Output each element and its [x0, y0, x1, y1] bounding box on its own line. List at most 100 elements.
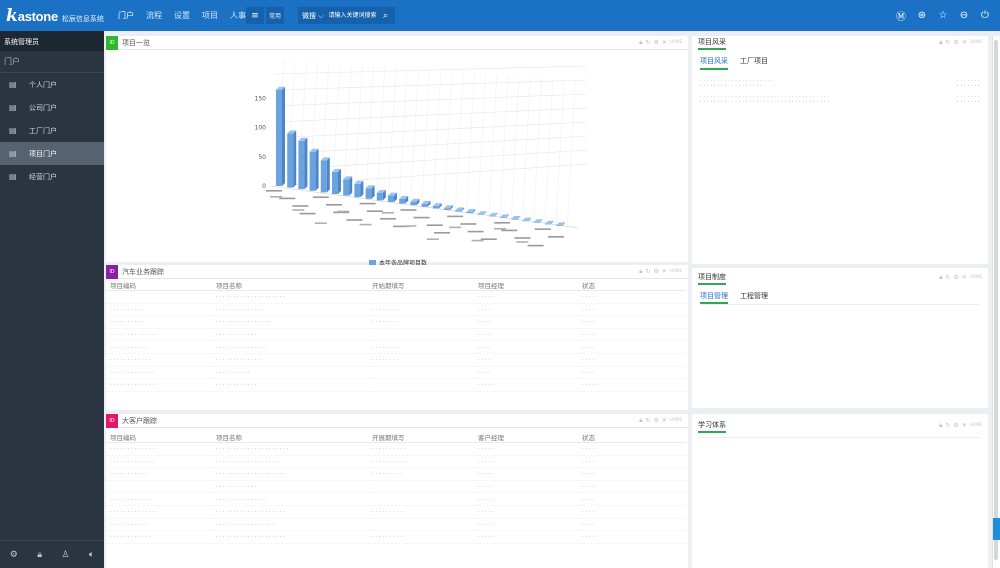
- close-icon[interactable]: ✕: [961, 39, 967, 46]
- common-button[interactable]: 常用: [266, 7, 284, 24]
- panel-tag: ID: [106, 413, 118, 428]
- table-row[interactable]: · · · · · · · · · · · · · · · · · · · · ·…: [106, 455, 686, 469]
- settings-icon[interactable]: ⚙: [653, 268, 659, 275]
- sidebar-item-company[interactable]: ▤ 公司门户: [0, 96, 104, 119]
- home-link[interactable]: HOME: [969, 274, 982, 279]
- column-header[interactable]: 项目编码: [106, 432, 212, 443]
- column-header[interactable]: 状态: [578, 280, 686, 291]
- side-float-tab[interactable]: [993, 518, 1000, 540]
- minus-icon[interactable]: ⊖: [959, 9, 969, 21]
- page-scrollbar-thumb[interactable]: [994, 40, 998, 560]
- settings-icon[interactable]: ⚙: [953, 422, 959, 429]
- tab-project-management[interactable]: 项目管理: [700, 291, 728, 304]
- list-item[interactable]: · · · · · · · · · · · · · · · · · · · · …: [700, 78, 980, 83]
- star-icon[interactable]: ☆: [938, 9, 948, 21]
- column-header[interactable]: 项目名称: [212, 280, 368, 291]
- settings-icon[interactable]: ⚙: [653, 39, 659, 46]
- nav-item-workflow[interactable]: 流程: [146, 11, 162, 20]
- refresh-icon[interactable]: ↻: [645, 268, 651, 275]
- search-icon[interactable]: ⌕: [383, 10, 389, 21]
- list-item[interactable]: · · · · · · · · · · · · · · · · · · · · …: [700, 99, 980, 104]
- close-icon[interactable]: ✕: [961, 422, 967, 429]
- table-row[interactable]: · · · · · · · · · · · · · · · · · · · · ·…: [106, 328, 686, 342]
- refresh-icon[interactable]: ↻: [945, 39, 951, 46]
- tab-engineering-management[interactable]: 工程管理: [740, 292, 768, 300]
- list-item[interactable]: · · · · · · · · · · · · · · · · · · · · …: [700, 94, 980, 99]
- help-icon[interactable]: ⊛: [917, 9, 927, 21]
- sound-icon[interactable]: 🔈︎: [88, 549, 95, 560]
- column-header[interactable]: 客户经理: [474, 432, 578, 443]
- close-icon[interactable]: ✕: [661, 39, 667, 46]
- table-row[interactable]: · · · · · · · · · · · · · · · · · · · · ·…: [106, 378, 686, 392]
- home-link[interactable]: HOME: [969, 39, 982, 44]
- lock-icon[interactable]: 🔒︎: [639, 417, 643, 424]
- home-link[interactable]: HOME: [669, 39, 682, 44]
- nav-item-hr[interactable]: 人事: [230, 11, 246, 20]
- table-row[interactable]: · · · · · · · · · · · · · · · · · · · · ·…: [106, 505, 686, 519]
- refresh-icon[interactable]: ↻: [645, 39, 651, 46]
- table-row[interactable]: · · · · · · · · · · · · · · · · · · · · ·…: [106, 353, 686, 367]
- home-link[interactable]: HOME: [669, 268, 682, 273]
- bar-top: [421, 200, 431, 204]
- table-row[interactable]: · · · · · · · · · · · · · · · · · · · · ·: [106, 480, 686, 494]
- lock-icon[interactable]: 🔒︎: [639, 39, 643, 46]
- home-link[interactable]: HOME: [969, 422, 982, 427]
- column-header[interactable]: 项目名称: [212, 432, 368, 443]
- sidebar-item-factory[interactable]: ▤ 工厂门户: [0, 119, 104, 142]
- lock-icon[interactable]: 🔒︎: [939, 274, 943, 281]
- close-icon[interactable]: ✕: [661, 268, 667, 275]
- power-icon[interactable]: ⏻: [981, 9, 989, 21]
- search-type-dropdown[interactable]: 微搜 ⌵: [302, 11, 324, 20]
- table-row[interactable]: · · · · · · · · · · · · · · · · · · · · ·…: [106, 303, 686, 317]
- table-cell: · · · · · · · ·: [368, 340, 474, 354]
- column-header[interactable]: 项目编码: [106, 280, 212, 291]
- table-row[interactable]: · · · · · · · · · · · · · · · · · · · · ·…: [106, 340, 686, 354]
- table-row[interactable]: · · · · · · · · · · · · · · · · · · · · ·…: [106, 518, 686, 532]
- column-header[interactable]: 状态: [578, 432, 686, 443]
- table-row[interactable]: · · · · · · · · · · · · · · · · · · · · ·…: [106, 366, 686, 380]
- table-row[interactable]: · · · · · · · · · · · · · · · · · · · · ·…: [106, 315, 686, 329]
- user-icon[interactable]: Ⓜ: [896, 11, 906, 23]
- bar-top: [477, 211, 487, 215]
- table-row[interactable]: · · · · · · · · · · · · · · · · · · · · ·…: [106, 467, 686, 481]
- column-header[interactable]: 开始期填写: [368, 280, 474, 291]
- chart-legend[interactable]: 本年各品牌项目数: [369, 258, 427, 267]
- column-header[interactable]: 开展期填写: [368, 432, 474, 443]
- logo[interactable]: k astone 松辰信息系统: [6, 6, 104, 26]
- shirt-icon[interactable]: ♙: [61, 549, 70, 560]
- refresh-icon[interactable]: ↻: [945, 274, 951, 281]
- settings-icon[interactable]: ⚙: [653, 417, 659, 424]
- refresh-icon[interactable]: ↻: [645, 417, 651, 424]
- table-cell: · · · ·: [578, 303, 686, 317]
- table-row[interactable]: · · · · · · · · · · · · · · · · · · · · ·…: [106, 530, 686, 544]
- menu-button[interactable]: ≡: [246, 7, 264, 24]
- sidebar-item-business[interactable]: ▤ 经营门户: [0, 165, 104, 188]
- sidebar-user[interactable]: 系统管理员: [0, 31, 104, 51]
- refresh-icon[interactable]: ↻: [945, 422, 951, 429]
- lock-icon[interactable]: 🔒︎: [939, 422, 943, 429]
- lock-icon[interactable]: 🔒︎: [639, 268, 643, 275]
- settings-icon[interactable]: ⚙: [953, 39, 959, 46]
- tab-project-style[interactable]: 项目风采: [700, 56, 728, 70]
- close-icon[interactable]: ✕: [961, 274, 967, 281]
- table-row[interactable]: · · · · · · · · · · · · · · · · · · · · ·…: [106, 442, 686, 456]
- settings-icon[interactable]: ⚙: [953, 274, 959, 281]
- lock-icon[interactable]: 🔒︎: [939, 39, 943, 46]
- home-link[interactable]: HOME: [669, 417, 682, 422]
- nav-item-portal[interactable]: 门户: [118, 11, 134, 20]
- column-header[interactable]: 项目经理: [474, 280, 578, 291]
- nav-item-project[interactable]: 项目: [202, 11, 218, 20]
- lock-icon[interactable]: 🔒︎: [37, 549, 42, 560]
- close-icon[interactable]: ✕: [661, 417, 667, 424]
- table-cell: · · · · · · · · ·: [368, 530, 474, 544]
- table-row[interactable]: · · · · · · · · · · · · · · · · · · · · ·…: [106, 290, 686, 304]
- settings-icon[interactable]: ⚙: [9, 549, 18, 560]
- list-item[interactable]: · · · · · · · · · · · · · · · · · · · · ·…: [700, 83, 980, 88]
- search-input[interactable]: [326, 7, 379, 24]
- table-row[interactable]: · · · · · · · · · · · · · · · · · · · · ·…: [106, 492, 686, 506]
- tab-factory-project[interactable]: 工厂项目: [740, 57, 768, 65]
- sidebar-item-personal[interactable]: ▤ 个人门户: [0, 73, 104, 96]
- sidebar-item-project[interactable]: ▤ 项目门户: [0, 142, 104, 165]
- sidebar-search[interactable]: 门户: [0, 51, 104, 73]
- nav-item-settings[interactable]: 设置: [174, 11, 190, 20]
